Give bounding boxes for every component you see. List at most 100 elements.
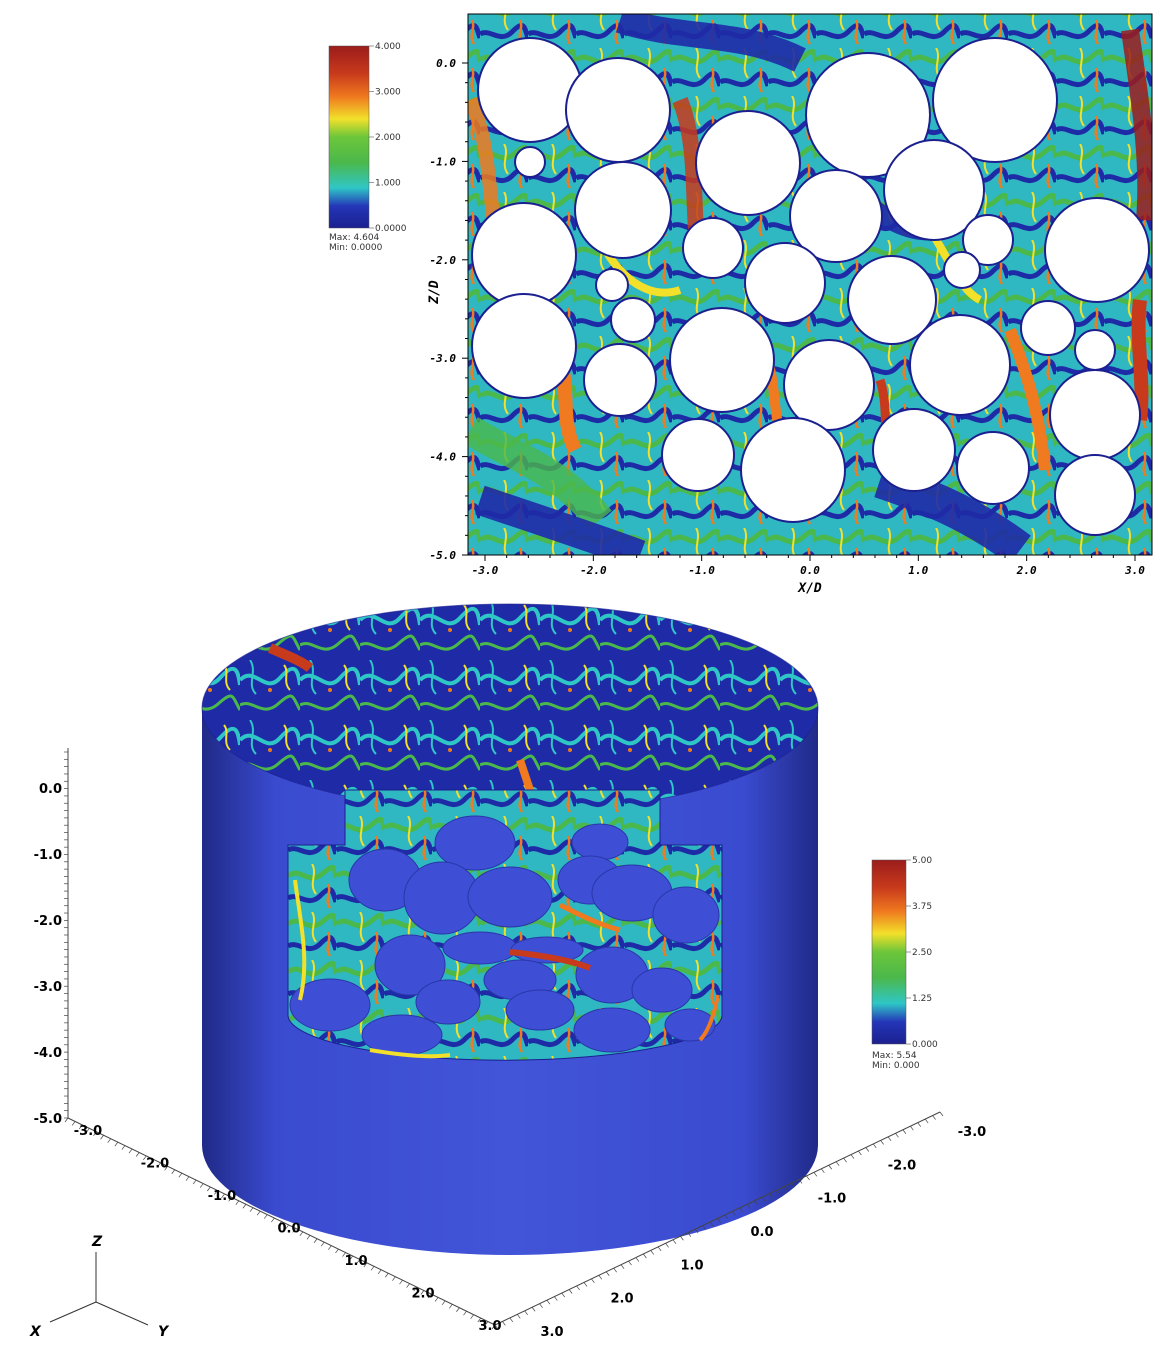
x3d-minor-tick — [392, 1276, 396, 1281]
y3d-minor-tick — [502, 1321, 506, 1326]
x3d-tick-label: 0.0 — [277, 1222, 300, 1237]
y3d-minor-tick — [657, 1246, 662, 1252]
top-particle-holes — [471, 37, 1150, 536]
x3d-minor-tick — [292, 1228, 297, 1233]
y3d-minor-tick — [628, 1260, 632, 1266]
y3d-tick-label: -1.0 — [818, 1192, 846, 1207]
y3d-minor-tick — [591, 1278, 595, 1284]
y3d-minor-tick — [509, 1317, 514, 1323]
z-tick-label: 0.0 — [39, 782, 62, 797]
x3d-minor-tick — [456, 1307, 460, 1312]
y3d-minor-tick — [798, 1179, 803, 1184]
x3d-minor-tick — [150, 1159, 154, 1164]
y3d-minor-tick — [858, 1150, 862, 1156]
bottom-colorbar-tick-label: 0.000 — [912, 1040, 938, 1050]
x3d-minor-tick — [370, 1266, 375, 1271]
y3d-minor-tick — [865, 1147, 870, 1152]
z-tick-label: -2.0 — [34, 914, 62, 929]
y3d-minor-tick — [561, 1292, 566, 1298]
y3d-minor-tick — [806, 1175, 810, 1181]
x3d-minor-tick — [207, 1186, 211, 1192]
y3d-tick-label: 0.0 — [750, 1225, 773, 1240]
y3d-minor-tick — [724, 1214, 729, 1220]
y3d-tick-label: 1.0 — [680, 1258, 703, 1273]
top-colorbar-tick-label: 2.000 — [375, 133, 401, 143]
x3d-tick-label: 2.0 — [411, 1287, 434, 1302]
y3d-minor-tick — [887, 1136, 892, 1142]
x3d-minor-tick — [178, 1172, 183, 1178]
y3d-minor-tick — [791, 1182, 795, 1188]
y3d-minor-tick — [665, 1243, 669, 1248]
x3d-minor-tick — [449, 1304, 453, 1309]
top-colorbar-tick-label: 1.000 — [375, 179, 401, 189]
y3d-minor-tick — [754, 1200, 758, 1205]
x3d-minor-tick — [107, 1138, 111, 1143]
y3d-minor-tick — [524, 1310, 528, 1316]
top-y-tick-label: -5.0 — [430, 549, 457, 562]
x3d-minor-tick — [192, 1179, 197, 1185]
y3d-minor-tick — [516, 1314, 521, 1319]
y3d-minor-tick — [902, 1129, 907, 1134]
bottom-colorbar-tick-label: 3.75 — [912, 902, 932, 912]
z-tick-label: -3.0 — [34, 980, 62, 995]
top-y-axis-label: Z/D — [427, 280, 442, 305]
y3d-minor-tick — [746, 1204, 751, 1209]
y3d-minor-tick — [910, 1125, 914, 1131]
y3d-minor-tick — [539, 1303, 543, 1308]
z-tick-label: -1.0 — [34, 848, 62, 863]
y3d-tick-label: -2.0 — [888, 1158, 916, 1173]
x3d-minor-tick — [64, 1117, 69, 1123]
y3d-minor-tick — [546, 1299, 551, 1305]
x3d-minor-tick — [143, 1155, 147, 1161]
x3d-minor-tick — [100, 1135, 104, 1140]
top-x-axis: -3.0 -2.0 -1.0 0.0 1.0 2.0 3.0 — [472, 555, 1145, 577]
triad-x-label: X — [29, 1324, 42, 1340]
top-x-tick-label: 0.0 — [800, 564, 820, 577]
x3d-minor-tick — [413, 1286, 417, 1292]
y3d-minor-tick — [776, 1189, 781, 1195]
top-x-tick-label: -3.0 — [472, 564, 499, 577]
y3d-minor-tick — [598, 1275, 603, 1280]
z-axis: 0.0 -1.0 -2.0 -3.0 -4.0 -5.0 — [34, 751, 68, 1127]
triad-z-label: Z — [91, 1234, 103, 1250]
x3d-minor-tick — [363, 1262, 368, 1268]
x3d-minor-tick — [256, 1210, 261, 1216]
cylinder-3d-plot: 0.0 -1.0 -2.0 -3.0 -4.0 -5.0 -3.0 -2.0 -1.0 0.0 1… — [29, 603, 986, 1340]
y3d-minor-tick — [835, 1161, 840, 1166]
y3d-minor-tick — [821, 1168, 825, 1174]
x3d-minor-tick — [157, 1162, 161, 1168]
y3d-minor-tick — [613, 1267, 617, 1273]
x3d-tick-label: -1.0 — [208, 1189, 236, 1204]
y3d-minor-tick — [568, 1289, 573, 1294]
y3d-minor-tick — [917, 1122, 922, 1127]
y3d-minor-tick — [672, 1239, 677, 1245]
y3d-minor-tick — [620, 1264, 625, 1269]
y3d-minor-tick — [583, 1282, 588, 1287]
y3d-minor-tick — [494, 1324, 499, 1330]
top-colorbar-max: Max: 4.604 — [329, 233, 380, 243]
top-slice-plot: 0.0 -1.0 -2.0 -3.0 -4.0 -5.0 -3.0 -2.0 -1.0 0.0 1… — [328, 13, 1153, 596]
x3d-minor-tick — [441, 1300, 446, 1306]
bottom-colorbar-gradient — [871, 859, 907, 1045]
bottom-colorbar: 5.00 3.75 2.50 1.25 0.000 Max: 5.54 Min: 0.0… — [871, 856, 938, 1071]
top-y-tick-label: -4.0 — [430, 451, 457, 464]
triad-y-label: Y — [158, 1324, 170, 1340]
y3d-minor-tick — [576, 1285, 580, 1291]
x3d-minor-tick — [86, 1128, 90, 1133]
top-y-tick-label: -3.0 — [430, 352, 457, 365]
x3d-minor-tick — [335, 1248, 339, 1254]
z-tick-label: -5.0 — [34, 1112, 62, 1127]
top-colorbar-gradient — [328, 45, 370, 229]
x3d-minor-tick — [271, 1217, 275, 1223]
top-x-tick-label: -2.0 — [580, 564, 607, 577]
x3d-minor-tick — [278, 1221, 282, 1226]
y3d-minor-tick — [924, 1118, 929, 1124]
top-y-tick-label: -1.0 — [430, 155, 457, 168]
y3d-minor-tick — [880, 1140, 884, 1145]
y3d-minor-tick — [680, 1236, 684, 1241]
top-x-tick-label: 2.0 — [1016, 564, 1037, 577]
y3d-minor-tick — [605, 1271, 610, 1276]
z-tick-label: -4.0 — [34, 1046, 62, 1061]
x3d-minor-tick — [484, 1321, 489, 1326]
